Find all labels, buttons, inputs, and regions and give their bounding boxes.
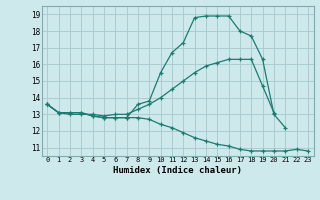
X-axis label: Humidex (Indice chaleur): Humidex (Indice chaleur)	[113, 166, 242, 175]
